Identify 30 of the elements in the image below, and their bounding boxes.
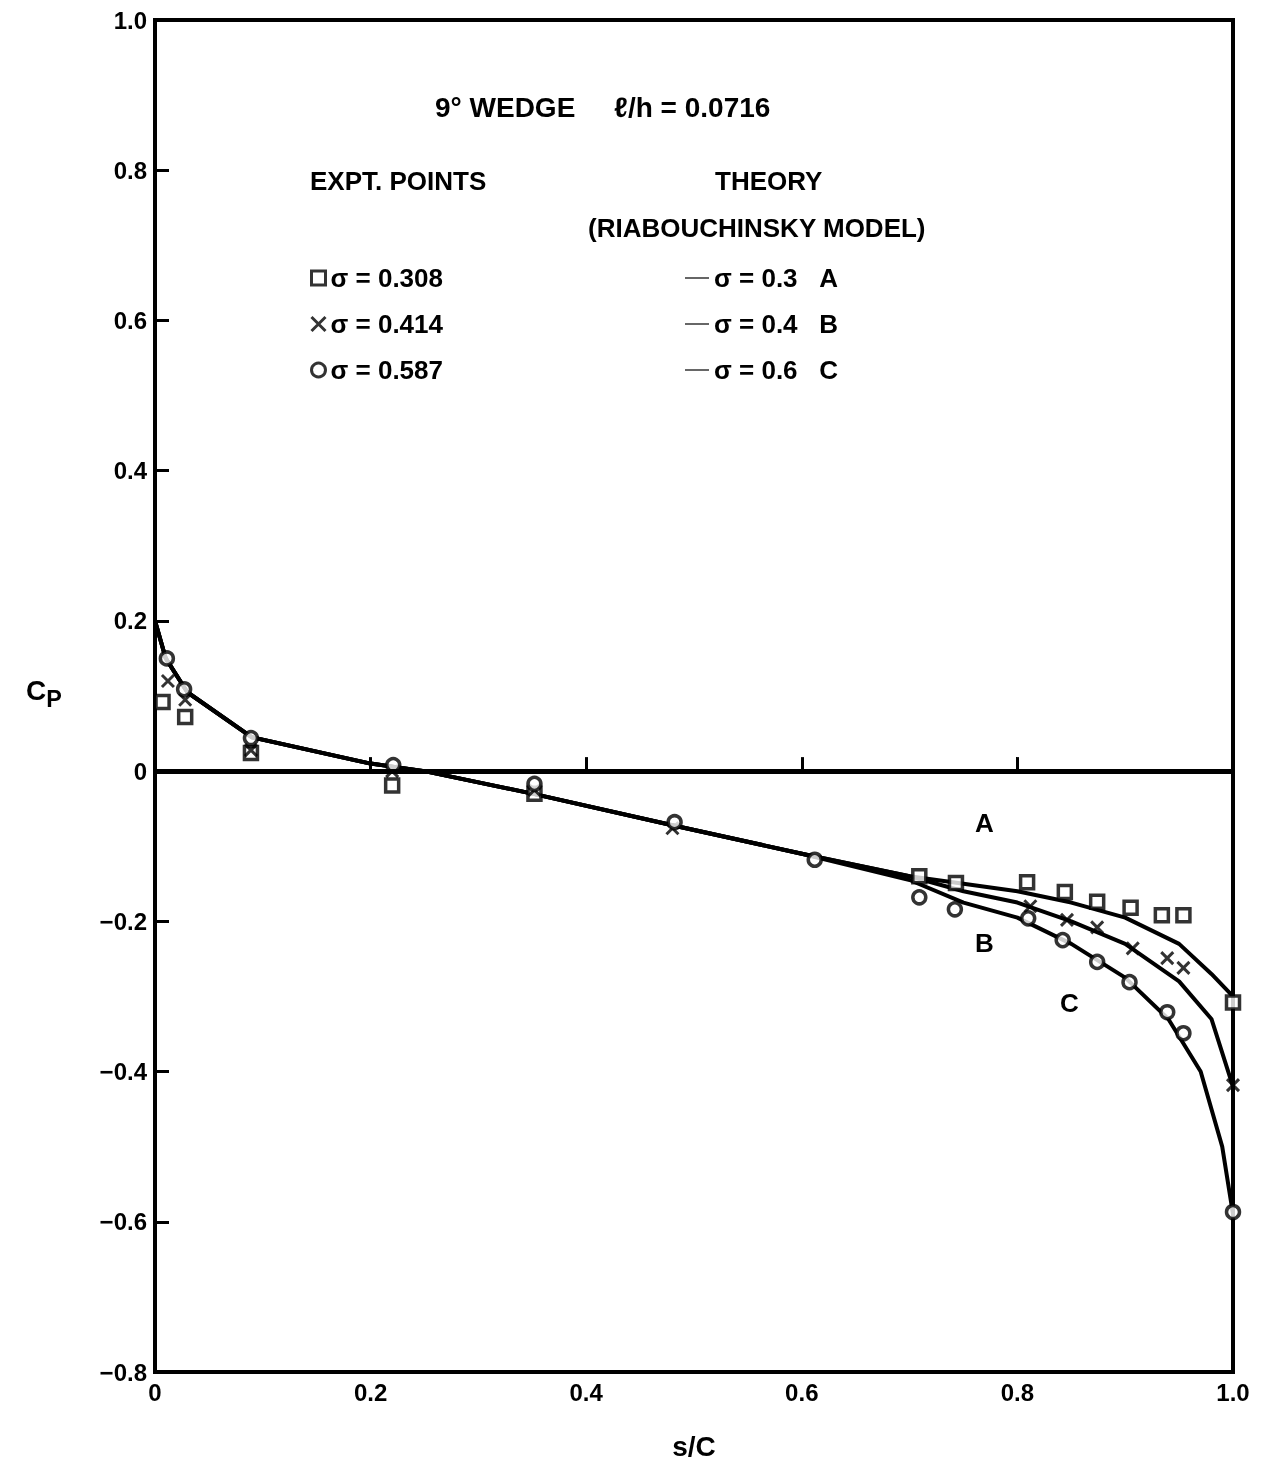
x-tick-label: 0.4 <box>569 1378 604 1406</box>
y-tick-label: 0.6 <box>113 306 147 334</box>
y-tick-label: −0.2 <box>99 907 147 935</box>
x-tick-label: 0.6 <box>785 1378 819 1406</box>
y-tick-label: −0.6 <box>99 1208 147 1236</box>
x-axis-title: s/C <box>672 1430 716 1462</box>
legend-label: σ = 0.4 B <box>714 309 839 339</box>
legend-label: σ = 0.414 <box>330 309 444 339</box>
y-axis-title: C$_{P}$ <box>26 675 62 713</box>
y-tick-label: −0.8 <box>99 1358 147 1386</box>
y-tick-label: 1.0 <box>113 6 147 34</box>
y-tick-label: 0.2 <box>113 607 147 635</box>
text: 9° WEDGE ℓ/h = 0.0716 <box>435 91 771 123</box>
legend-label: σ = 0.3 A <box>714 263 839 293</box>
annotation: B <box>975 928 994 958</box>
annotation: A <box>975 808 994 838</box>
y-tick-label: 0.4 <box>113 457 148 485</box>
annotation: C <box>1060 988 1079 1018</box>
annotation: THEORY <box>715 166 823 196</box>
y-tick-label: 0.8 <box>113 156 147 184</box>
y-tick-label: 0 <box>133 757 147 785</box>
x-tick-label: 0.8 <box>1000 1378 1035 1406</box>
annotation: (RIABOUCHINSKY MODEL) <box>588 213 926 243</box>
legend-label: σ = 0.308 <box>330 263 443 293</box>
x-tick-label: 1.0 <box>1216 1378 1250 1406</box>
legend-label: σ = 0.6 C <box>714 355 839 385</box>
legend-label: σ = 0.587 <box>330 355 443 385</box>
annotation: EXPT. POINTS <box>310 166 487 196</box>
y-tick-label: −0.4 <box>99 1058 148 1086</box>
x-tick-label: 0.2 <box>353 1378 388 1406</box>
